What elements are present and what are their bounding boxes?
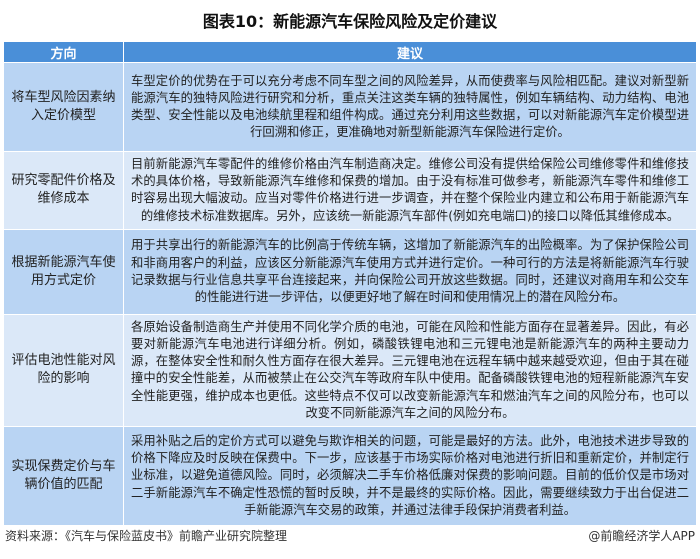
direction-cell: 评估电池性能对风险的影响 [3, 313, 124, 428]
suggestions-table: 方向 建议 将车型风险因素纳入定价模型 车型定价的优势在于可以充分考虑不同车型之… [3, 41, 697, 527]
source-note: 资料来源：《汽车与保险蓝皮书》前瞻产业研究院整理 [5, 529, 288, 543]
table-row: 将车型风险因素纳入定价模型 车型定价的优势在于可以充分考虑不同车型之间的风险差异… [3, 62, 697, 152]
footer: 资料来源：《汽车与保险蓝皮书》前瞻产业研究院整理 @前瞻经济学人APP [5, 527, 695, 544]
direction-cell: 将车型风险因素纳入定价模型 [3, 62, 124, 152]
table-row: 根据新能源汽车使用方式定价 用于共享出行的新能源汽车的比例高于传统车辆，这增加了… [3, 228, 697, 315]
credit: @前瞻经济学人APP [588, 529, 695, 543]
advice-cell: 用于共享出行的新能源汽车的比例高于传统车辆，这增加了新能源汽车的出险概率。为了保… [123, 228, 697, 315]
advice-cell: 目前新能源汽车零配件的维修价格由汽车制造商决定。维修公司没有提供给保险公司维修零… [123, 151, 697, 230]
advice-cell: 各原始设备制造商生产并使用不同化学介质的电池，可能在风险和性能方面存在显著差异。… [123, 313, 697, 428]
direction-cell: 实现保费定价与车辆价值的匹配 [3, 426, 124, 527]
page-title: 图表10：新能源汽车保险风险及定价建议 [202, 12, 498, 31]
header-direction: 方向 [3, 41, 124, 63]
table-row: 评估电池性能对风险的影响 各原始设备制造商生产并使用不同化学介质的电池，可能在风… [3, 313, 697, 428]
header-advice: 建议 [123, 41, 697, 63]
advice-cell: 车型定价的优势在于可以充分考虑不同车型之间的风险差异，从而使费率与风险相匹配。建… [123, 62, 697, 152]
table-row: 研究零配件价格及维修成本 目前新能源汽车零配件的维修价格由汽车制造商决定。维修公… [3, 151, 697, 230]
table-row: 实现保费定价与车辆价值的匹配 采用补贴之后的定价方式可以避免与欺诈相关的问题，可… [3, 426, 697, 527]
table-header-row: 方向 建议 [3, 41, 697, 63]
advice-cell: 采用补贴之后的定价方式可以避免与欺诈相关的问题，可能是最好的方法。此外，电池技术… [123, 426, 697, 527]
direction-cell: 根据新能源汽车使用方式定价 [3, 228, 124, 315]
direction-cell: 研究零配件价格及维修成本 [3, 151, 124, 230]
